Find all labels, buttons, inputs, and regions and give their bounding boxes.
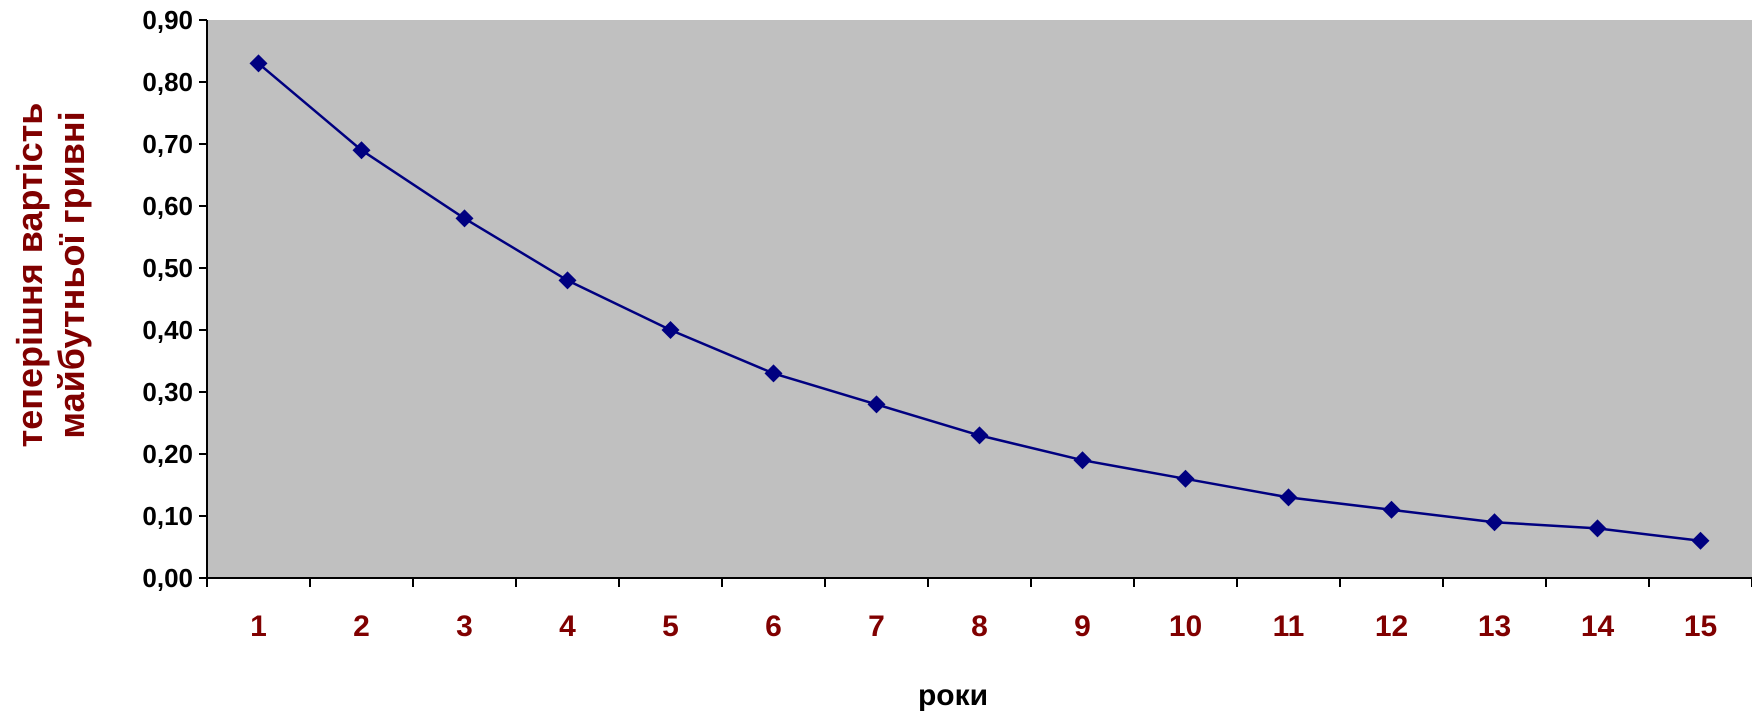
- y-axis-title-line-1: теперішня вартість: [9, 103, 50, 448]
- y-tick-label: 0,70: [142, 129, 193, 159]
- data-point-marker: [249, 54, 268, 73]
- data-point-marker: [352, 141, 371, 160]
- y-axis-title-line-2: майбутньої гривні: [51, 111, 92, 438]
- data-point-marker: [970, 426, 989, 445]
- x-tick-label: 3: [456, 610, 473, 643]
- x-axis-title: роки: [918, 679, 988, 712]
- x-axis: 1 2 3 4 5 6 7 8 9 10 11 12 13 14 15: [206, 577, 1752, 643]
- x-tick-label: 4: [559, 610, 576, 643]
- x-tick-label: 7: [868, 610, 885, 643]
- data-point-marker: [1279, 488, 1298, 507]
- x-tick-label: 9: [1074, 610, 1091, 643]
- data-point-marker: [455, 209, 474, 228]
- series-markers: [249, 54, 1710, 550]
- y-tick-label: 0,00: [142, 563, 193, 593]
- y-tick-label: 0,90: [142, 5, 193, 35]
- x-tick-label: 1: [250, 610, 267, 643]
- x-tick-label: 11: [1273, 610, 1305, 643]
- data-point-marker: [1382, 500, 1401, 519]
- x-tick-label: 6: [765, 610, 782, 643]
- x-tick-label: 15: [1684, 610, 1717, 643]
- y-tick-label: 0,80: [142, 67, 193, 97]
- y-axis: 0,00 0,10 0,20 0,30 0,40 0,50 0,60 0,70 0,80 0,90: [142, 5, 208, 593]
- x-tick-label: 13: [1478, 610, 1511, 643]
- data-point-marker: [1073, 451, 1092, 470]
- data-point-marker: [1588, 519, 1607, 538]
- y-tick-label: 0,60: [142, 191, 193, 221]
- plot-area: [207, 20, 1752, 578]
- data-point-marker: [1176, 469, 1195, 488]
- x-tick-label: 5: [662, 610, 679, 643]
- data-point-marker: [764, 364, 783, 383]
- x-tick-label: 14: [1581, 610, 1615, 643]
- data-point-marker: [1485, 513, 1504, 532]
- data-point-marker: [661, 321, 680, 339]
- y-tick-label: 0,50: [142, 253, 193, 283]
- y-tick-label: 0,30: [142, 377, 193, 407]
- y-tick-label: 0,10: [142, 501, 193, 531]
- data-point-marker: [1691, 531, 1710, 550]
- y-tick-label: 0,20: [142, 439, 193, 469]
- data-point-marker: [558, 271, 577, 290]
- x-tick-label: 8: [971, 610, 988, 643]
- x-tick-label: 12: [1375, 610, 1408, 643]
- x-tick-label: 2: [353, 610, 370, 643]
- x-tick-label: 10: [1169, 610, 1202, 643]
- y-tick-label: 0,40: [142, 315, 193, 345]
- data-point-marker: [867, 395, 886, 414]
